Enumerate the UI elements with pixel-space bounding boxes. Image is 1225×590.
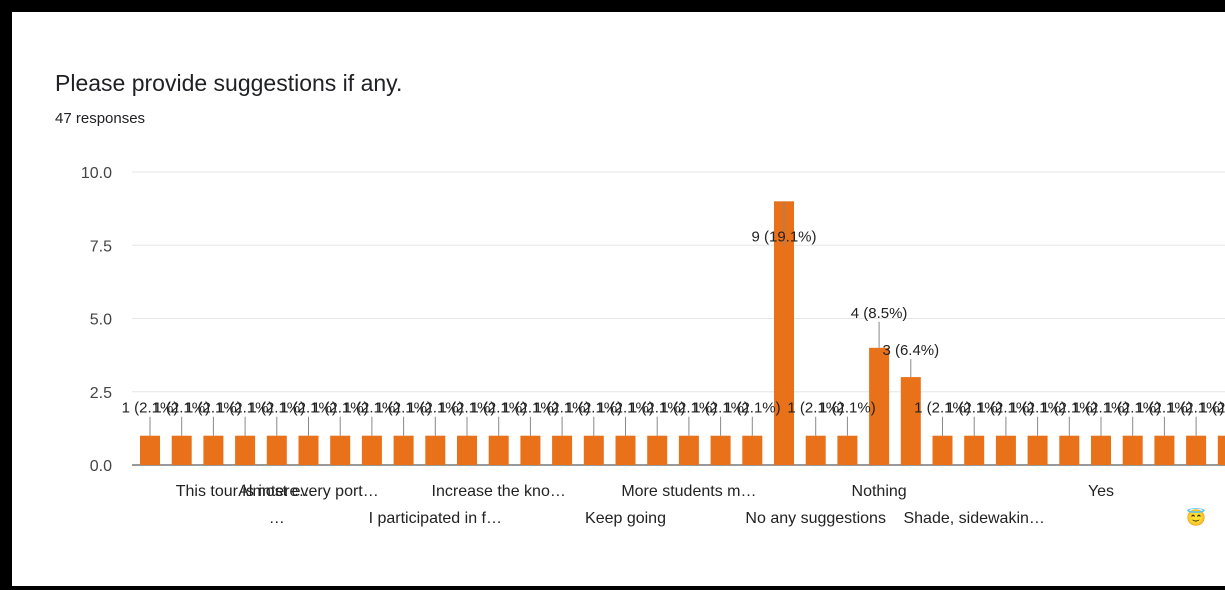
bar: [235, 435, 256, 465]
x-tick-label: …: [269, 510, 285, 527]
bar: [837, 435, 858, 465]
data-label: 1 (2.1%): [724, 400, 781, 417]
bar: [393, 435, 414, 465]
x-tick-label: Yes: [1088, 483, 1114, 500]
bar: [710, 435, 731, 465]
bar: [552, 435, 573, 465]
data-label: 1 (2.1%): [344, 400, 401, 417]
data-label: 1 (2.1%): [217, 400, 274, 417]
x-tick-label: This tour is intere…: [176, 483, 315, 500]
bar: [298, 435, 319, 465]
x-tick-label: 😇: [1186, 508, 1206, 527]
y-tick-label: 7.5: [90, 238, 112, 255]
data-label: 1 (2.1%): [1168, 400, 1225, 417]
bar: [583, 435, 604, 465]
form-response-card: Please provide suggestions if any. 47 re…: [12, 12, 1225, 586]
bar: [615, 435, 636, 465]
x-tick-label: Almost every port…: [238, 483, 378, 500]
x-tick-label: Keep going: [585, 510, 666, 527]
bar: [1186, 435, 1207, 465]
data-label: 1 (2.1%): [122, 400, 179, 417]
data-label: 3 (6.4%): [882, 342, 939, 359]
x-tick-label: No any suggestions: [745, 510, 886, 527]
data-label: 1 (2.1%): [946, 400, 1003, 417]
data-label: 1 (2.1%): [502, 400, 559, 417]
y-tick-label: 10.0: [81, 165, 112, 182]
data-label: 1 (2.1%): [470, 400, 527, 417]
data-label: 1 (2.1%): [661, 400, 718, 417]
data-label: 1 (2.1%): [439, 400, 496, 417]
x-tick-label: Nothing: [852, 483, 907, 500]
data-label: 1 (2.1%): [819, 400, 876, 417]
bar: [1091, 435, 1111, 465]
bar: [1059, 435, 1080, 465]
y-tick-label: 2.5: [90, 385, 112, 402]
bar: [488, 435, 509, 465]
y-tick-label: 5.0: [90, 312, 112, 329]
bar: [932, 435, 953, 465]
data-label: 1 (2.1%): [534, 400, 591, 417]
data-label: 1 (2.1%): [1073, 400, 1130, 417]
data-label: 9 (19.1%): [751, 228, 816, 245]
data-label: 1 (2.1%): [1104, 400, 1161, 417]
data-label: 1 (2.1%): [1041, 400, 1098, 417]
data-label: 1 (2.1%): [629, 400, 686, 417]
bar: [995, 435, 1016, 465]
data-label: 1 (2.1%): [1199, 400, 1225, 417]
data-label: 1 (2.1%): [1009, 400, 1066, 417]
bar: [203, 435, 224, 465]
bar: [742, 435, 763, 465]
data-label: 1 (2.1%): [280, 400, 337, 417]
data-label: 1 (2.1%): [407, 400, 464, 417]
data-label: 1 (2.1%): [375, 400, 432, 417]
bar: [1122, 435, 1143, 465]
bar: [678, 435, 699, 465]
bar: [869, 347, 890, 465]
data-label: 1 (2.1%): [597, 400, 654, 417]
data-label: 1 (2.1%): [692, 400, 749, 417]
bar: [330, 435, 351, 465]
data-label: 1 (2.1%): [248, 400, 305, 417]
question-title: Please provide suggestions if any.: [55, 70, 403, 96]
bar: [1217, 435, 1225, 465]
x-tick-label: Increase the kno…: [432, 483, 566, 500]
data-label: 1 (2.1%): [787, 400, 844, 417]
data-label: 1 (2.1%): [914, 400, 971, 417]
data-label: 1 (2.1%): [978, 400, 1035, 417]
bar: [1154, 435, 1175, 465]
data-label: 1 (2.1%): [1136, 400, 1193, 417]
bar: [266, 435, 287, 465]
data-label: 4 (8.5%): [851, 305, 908, 322]
x-tick-label: More students m…: [621, 483, 756, 500]
data-label: 1 (2.1%): [185, 400, 242, 417]
data-label: 1 (2.1%): [153, 400, 210, 417]
bar: [361, 435, 382, 465]
data-label: 1 (2.1%): [565, 400, 622, 417]
bar: [425, 435, 446, 465]
bar: [964, 435, 985, 465]
bar: [171, 435, 192, 465]
bar: [805, 435, 826, 465]
bar: [1027, 435, 1048, 465]
y-tick-label: 0.0: [90, 458, 112, 475]
bar: [647, 435, 668, 465]
x-tick-label: Shade, sidewakin…: [903, 510, 1044, 527]
bar: [520, 435, 541, 465]
response-count: 47 responses: [55, 110, 146, 127]
bar: [457, 435, 477, 465]
data-label: 1 (2.1%): [312, 400, 369, 417]
x-tick-label: I participated in f…: [369, 510, 502, 527]
bar: [774, 201, 794, 466]
bar: [900, 377, 921, 465]
bar: [140, 435, 160, 465]
